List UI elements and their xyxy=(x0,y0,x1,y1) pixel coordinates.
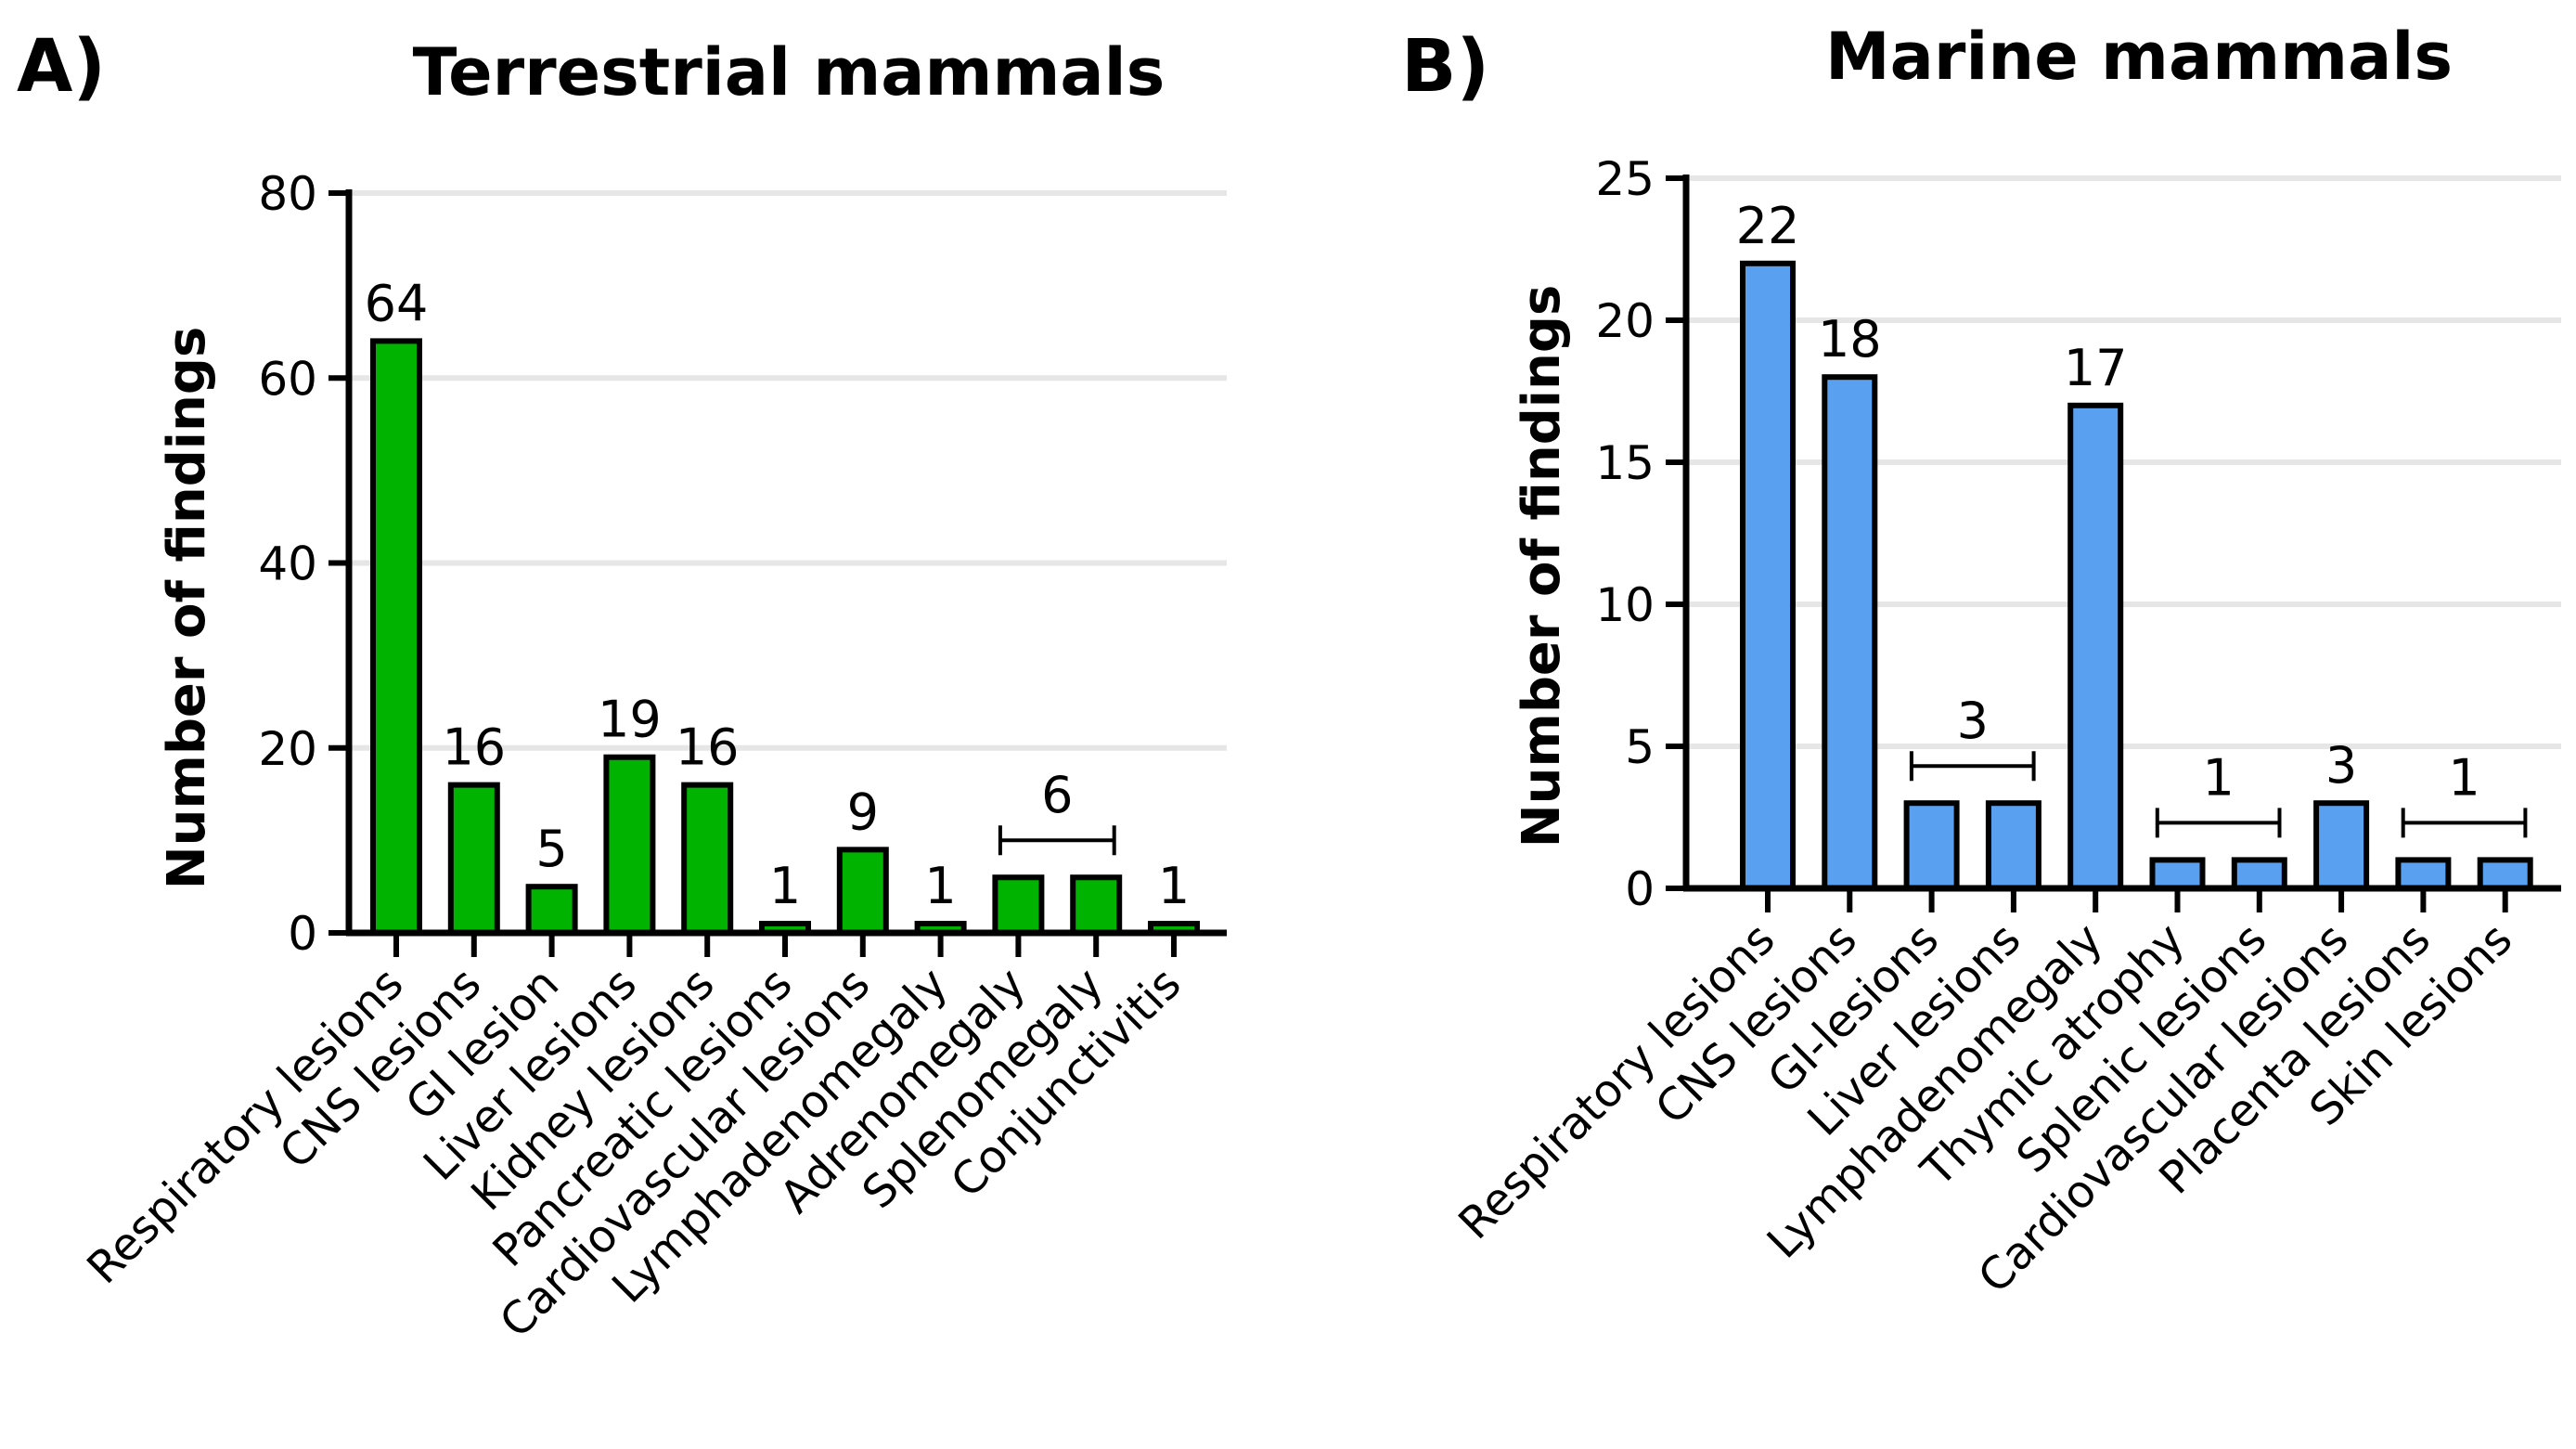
panel-a-bar-9 xyxy=(992,874,1045,936)
panel-b-y-tick-label: 10 xyxy=(1595,578,1655,632)
panel-a: A) Terrestrial mammals Number of finding… xyxy=(17,25,1227,1348)
panel-b-value-label: 18 xyxy=(1818,310,1882,369)
panel-a-value-label: 5 xyxy=(535,820,567,878)
panel-a-bar-7 xyxy=(836,847,889,937)
panel-b-bar-4 xyxy=(1985,800,2041,892)
panel-a-letter: A) xyxy=(17,25,106,109)
panel-b: B) Marine mammals Number of findings 0 5 1… xyxy=(1401,19,2561,1303)
panel-b-bar-1 xyxy=(1740,260,1796,891)
panel-b-bar-2 xyxy=(1822,374,1878,891)
panel-a-y-tick-label: 40 xyxy=(258,537,317,591)
panel-b-value-label: 1 xyxy=(2448,748,2479,807)
panel-a-category-label: Respiratory lesions xyxy=(77,958,413,1294)
panel-a-bar-5 xyxy=(681,782,734,936)
panel-b-title: Marine mammals xyxy=(1825,19,2453,95)
panel-b-bar-5 xyxy=(2067,402,2124,891)
panel-a-y-tick-label: 20 xyxy=(258,722,317,776)
panel-a-title: Terrestrial mammals xyxy=(413,34,1166,110)
panel-b-y-tick-label: 5 xyxy=(1625,720,1655,774)
panel-b-y-tick-label: 25 xyxy=(1595,152,1655,206)
panel-b-group-bracket xyxy=(2155,808,2282,838)
panel-a-value-label: 19 xyxy=(598,691,662,749)
panel-b-y-axis-title: Number of findings xyxy=(1512,285,1572,848)
panel-b-value-label: 22 xyxy=(1736,197,1800,255)
panel-a-y-tick-label: 60 xyxy=(258,352,317,406)
panel-b-bar-3 xyxy=(1903,800,1960,892)
panel-b-value-label: 1 xyxy=(2202,748,2234,807)
panel-a-y-tick-label: 80 xyxy=(258,167,317,221)
panel-b-bar-7 xyxy=(2231,857,2287,892)
panel-b-y-tick-label: 15 xyxy=(1595,436,1655,490)
panel-a-value-label: 1 xyxy=(769,857,801,915)
panel-a-bar-10 xyxy=(1070,874,1123,936)
panel-a-bar-3 xyxy=(525,884,578,936)
panel-b-value-label: 3 xyxy=(2325,736,2357,795)
panel-b-group-bracket xyxy=(1909,751,2036,782)
panel-b-bar-8 xyxy=(2313,800,2370,892)
panel-b-bar-10 xyxy=(2477,857,2533,892)
panel-b-value-label: 3 xyxy=(1957,692,1989,750)
panel-a-value-label: 6 xyxy=(1041,766,1073,824)
panel-a-bar-4 xyxy=(603,754,656,937)
panel-a-value-label: 1 xyxy=(924,857,956,915)
panel-b-group-bracket xyxy=(2401,808,2528,838)
panel-a-value-label: 16 xyxy=(676,718,740,777)
panel-b-bar-6 xyxy=(2149,857,2206,892)
panel-b-value-label: 17 xyxy=(2064,339,2128,397)
panel-a-y-axis-title: Number of findings xyxy=(157,327,217,890)
panel-a-bar-1 xyxy=(370,338,422,936)
panel-b-bar-9 xyxy=(2395,857,2452,892)
panel-b-letter: B) xyxy=(1401,25,1489,109)
panel-a-value-label: 1 xyxy=(1158,857,1190,915)
panel-a-y-tick-label: 0 xyxy=(288,907,317,961)
panel-a-value-label: 9 xyxy=(847,783,879,841)
panel-a-bar-2 xyxy=(447,782,500,936)
panel-a-value-label: 16 xyxy=(442,718,506,777)
panel-b-y-tick-label: 0 xyxy=(1625,862,1655,916)
panel-a-value-label: 64 xyxy=(365,274,429,332)
panel-a-group-bracket xyxy=(998,825,1116,856)
panel-b-y-tick-label: 20 xyxy=(1595,294,1655,348)
